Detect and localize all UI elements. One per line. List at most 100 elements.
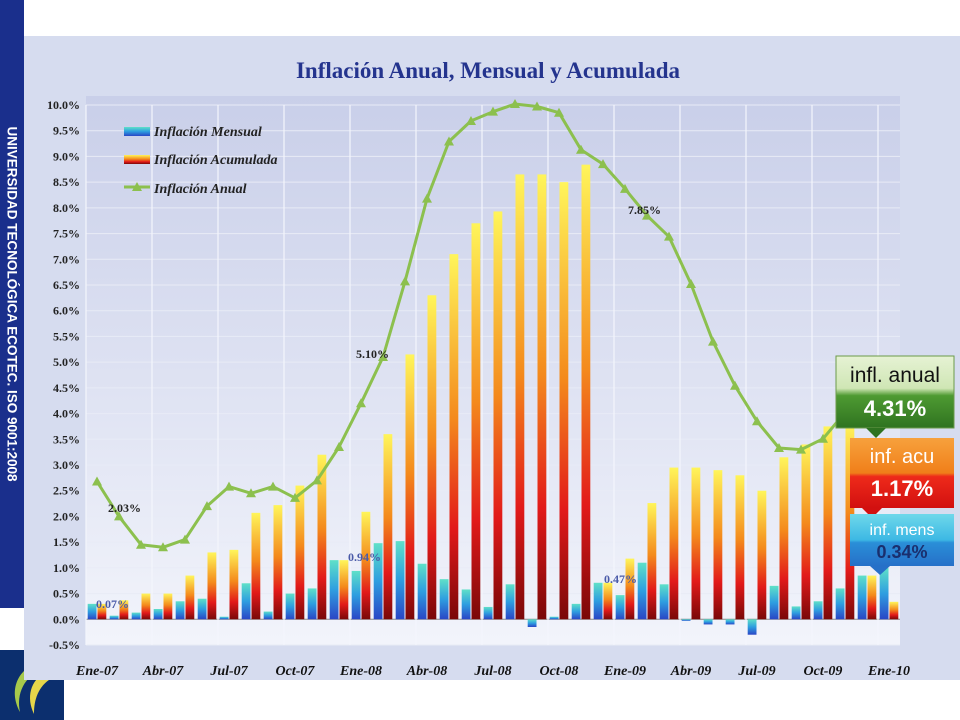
bar-acumulada [471,223,481,620]
callout-value: 4.31% [864,396,926,421]
bar-acumulada [779,457,789,620]
callout-mensual: inf. mens 0.34% [850,514,954,575]
legend-marker-anual [132,182,142,191]
point-anual [246,488,256,498]
callout-value: 1.17% [871,476,933,501]
bar-acumulada [867,575,877,620]
bar-acumulada [493,211,503,620]
callout-pointer [870,566,890,575]
legend-swatch-mensual [124,127,150,136]
x-tick-label: Abr-07 [142,664,184,679]
callout-acumulada: inf. acu 1.17% [850,438,954,518]
bar-acumulada [295,485,305,620]
y-tick-label: 6.5% [53,278,80,292]
chart-title: Inflación Anual, Mensual y Acumulada [296,58,681,83]
point-anual [796,444,806,454]
bar-mensual [87,603,97,620]
callout-box [850,514,954,566]
x-tick-label: Jul-08 [473,664,511,679]
annotation-label: 2.03% [108,501,141,515]
bar-acumulada [141,593,151,620]
y-tick-label: 8.5% [53,175,80,189]
y-tick-label: 5.5% [53,329,80,343]
bar-mensual [483,606,493,620]
y-tick-label: 7.0% [53,252,80,266]
bar-acumulada [647,503,657,620]
y-tick-label: 6.0% [53,304,80,318]
bar-acumulada [559,182,569,620]
legend-label: Inflación Acumulada [153,153,278,168]
bar-acumulada [97,603,107,620]
y-axis: -0.5% 0.0% 0.5% 1.0% 1.5% 2.0% 2.5% 3.0% 3.5% 4.0… [47,98,80,652]
x-tick-label: Ene-08 [339,664,382,679]
y-tick-label: -0.5% [49,638,80,652]
point-anual [730,380,740,390]
bar-acumulada [603,582,613,620]
point-anual [202,501,212,511]
point-anual [642,210,652,220]
callout-label: infl. anual [850,364,940,387]
legend-swatch-acumulada [124,155,150,164]
bar-mensual [681,619,691,621]
bar-acumulada [669,467,679,620]
bar-mensual [417,563,427,620]
bar-mensual [241,583,251,620]
annotation-label: 0.07% [96,597,129,611]
callout-label: inf. mens [870,522,935,539]
bar-acumulada [515,174,525,620]
bar-mensual [879,567,889,620]
bar-mensual [637,562,647,620]
y-tick-label: 1.5% [53,535,80,549]
point-anual [576,144,586,154]
point-anual [664,231,674,241]
point-anual [268,481,278,491]
x-tick-label: Ene-09 [603,664,646,679]
chart: Inflación Anual, Mensual y Acumulada -0.… [24,36,960,680]
x-tick-label: Oct-08 [540,664,579,679]
bar-mensual [769,585,779,620]
x-tick-label: Abr-08 [406,664,447,679]
point-anual [466,115,476,125]
annotation-label: 0.47% [604,572,637,586]
callout-anual: infl. anual 4.31% [835,355,955,438]
bar-mensual [615,595,625,620]
y-tick-label: 4.5% [53,381,80,395]
y-tick-label: 10.0% [47,98,80,112]
y-tick-label: 3.0% [53,458,80,472]
point-anual [378,352,388,361]
series-inflacion-acumulada [97,164,899,620]
point-anual [422,193,432,203]
point-anual [290,492,300,502]
point-anual [224,481,234,491]
bar-acumulada [405,354,415,620]
bar-acumulada [449,254,459,620]
callout-box [835,355,955,429]
x-tick-label: Jul-09 [737,664,775,679]
point-anual [598,159,608,169]
point-anual [356,398,366,408]
bar-mensual [813,601,823,620]
point-anual [818,433,828,443]
bar-acumulada [823,426,833,620]
bar-acumulada [735,475,745,620]
bar-mensual [593,582,603,620]
x-tick-label: Ene-10 [867,664,910,679]
point-anual [510,98,520,108]
bar-acumulada [757,490,767,620]
x-tick-label: Ene-07 [75,664,119,679]
callout-pointer [862,508,882,518]
y-tick-label: 9.0% [53,149,80,163]
y-tick-label: 1.0% [53,561,80,575]
sidebar-banner: UNIVERSIDAD TECNOLÓGICA ECOTEC. ISO 9001… [0,0,24,608]
point-anual [554,107,564,117]
bar-mensual [791,606,801,620]
x-axis: Ene-07 Abr-07 Jul-07 Oct-07 Ene-08 Abr-08 Jul-… [75,664,910,679]
bar-acumulada [273,505,283,620]
callout-pointer [866,428,886,438]
series-inflacion-mensual [87,541,889,635]
x-tick-label: Jul-07 [209,664,248,679]
annotations: 2.03% 0.07% 0.94% 5.10% 0.47% 7.85% [96,203,661,611]
point-anual [114,511,124,521]
annotation-label: 0.94% [348,550,381,564]
bar-acumulada [339,560,349,620]
